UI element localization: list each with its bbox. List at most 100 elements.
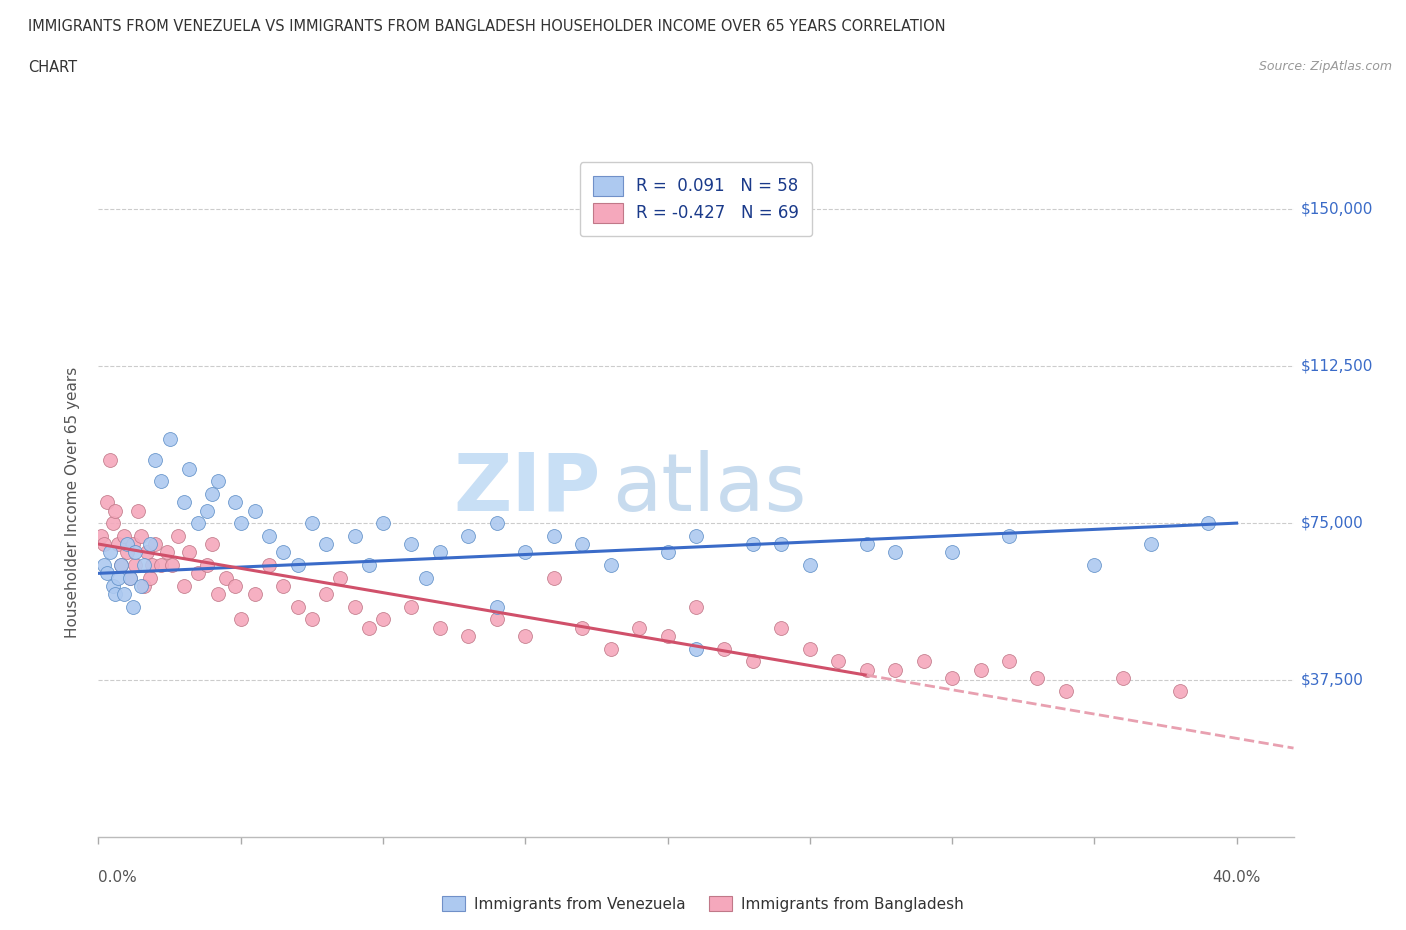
Point: [1054, 683, 1077, 698]
Point: [107, 570, 129, 585]
Point: [429, 620, 451, 635]
Point: [129, 578, 152, 593]
Point: [315, 537, 337, 551]
Point: [485, 516, 508, 531]
Point: [127, 503, 149, 518]
Point: [115, 537, 138, 551]
Point: [1083, 558, 1105, 573]
Point: [343, 600, 366, 615]
Point: [224, 578, 246, 593]
Point: [138, 537, 160, 551]
Point: [187, 565, 209, 580]
Point: [1140, 537, 1163, 551]
Point: [287, 600, 309, 615]
Point: [357, 558, 380, 573]
Text: Source: ZipAtlas.com: Source: ZipAtlas.com: [1258, 60, 1392, 73]
Point: [132, 578, 155, 593]
Point: [96, 565, 118, 580]
Text: 0.0%: 0.0%: [98, 870, 138, 884]
Point: [485, 600, 508, 615]
Point: [207, 587, 229, 602]
Point: [713, 642, 735, 657]
Point: [884, 662, 907, 677]
Point: [301, 516, 323, 531]
Point: [101, 578, 124, 593]
Point: [599, 642, 621, 657]
Point: [104, 587, 127, 602]
Point: [543, 570, 565, 585]
Point: [101, 516, 124, 531]
Text: $37,500: $37,500: [1301, 672, 1364, 687]
Point: [301, 612, 323, 627]
Text: atlas: atlas: [612, 450, 807, 528]
Point: [1168, 683, 1191, 698]
Point: [998, 528, 1021, 543]
Point: [150, 558, 173, 573]
Point: [138, 570, 160, 585]
Point: [657, 629, 679, 644]
Point: [628, 620, 651, 635]
Point: [129, 528, 152, 543]
Point: [107, 537, 129, 551]
Point: [207, 474, 229, 489]
Point: [98, 545, 121, 560]
Point: [855, 662, 877, 677]
Point: [179, 461, 201, 476]
Point: [969, 662, 991, 677]
Point: [657, 545, 679, 560]
Point: [543, 528, 565, 543]
Point: [90, 528, 112, 543]
Point: [135, 545, 157, 560]
Point: [96, 495, 118, 510]
Point: [401, 600, 423, 615]
Point: [243, 503, 266, 518]
Point: [799, 558, 821, 573]
Point: [229, 516, 252, 531]
Point: [118, 570, 141, 585]
Point: [741, 654, 763, 669]
Point: [741, 537, 763, 551]
Point: [357, 620, 380, 635]
Point: [855, 537, 877, 551]
Point: [173, 578, 195, 593]
Point: [371, 516, 394, 531]
Point: [1112, 671, 1135, 685]
Point: [912, 654, 935, 669]
Text: $150,000: $150,000: [1301, 202, 1372, 217]
Point: [941, 545, 963, 560]
Point: [167, 528, 190, 543]
Point: [315, 587, 337, 602]
Point: [485, 612, 508, 627]
Point: [141, 558, 163, 573]
Y-axis label: Householder Income Over 65 years: Householder Income Over 65 years: [65, 366, 80, 638]
Point: [884, 545, 907, 560]
Point: [124, 558, 146, 573]
Point: [599, 558, 621, 573]
Point: [110, 558, 132, 573]
Point: [1197, 516, 1219, 531]
Point: [273, 578, 295, 593]
Point: [195, 503, 218, 518]
Point: [571, 620, 593, 635]
Point: [287, 558, 309, 573]
Legend: Immigrants from Venezuela, Immigrants from Bangladesh: Immigrants from Venezuela, Immigrants fr…: [436, 889, 970, 918]
Point: [201, 537, 224, 551]
Point: [104, 503, 127, 518]
Point: [941, 671, 963, 685]
Point: [115, 545, 138, 560]
Text: CHART: CHART: [28, 60, 77, 75]
Point: [159, 432, 181, 447]
Point: [195, 558, 218, 573]
Point: [224, 495, 246, 510]
Point: [143, 453, 166, 468]
Point: [93, 537, 115, 551]
Point: [229, 612, 252, 627]
Point: [998, 654, 1021, 669]
Point: [124, 545, 146, 560]
Point: [173, 495, 195, 510]
Point: [457, 528, 479, 543]
Point: [685, 642, 707, 657]
Point: [257, 558, 280, 573]
Point: [515, 629, 537, 644]
Point: [215, 570, 238, 585]
